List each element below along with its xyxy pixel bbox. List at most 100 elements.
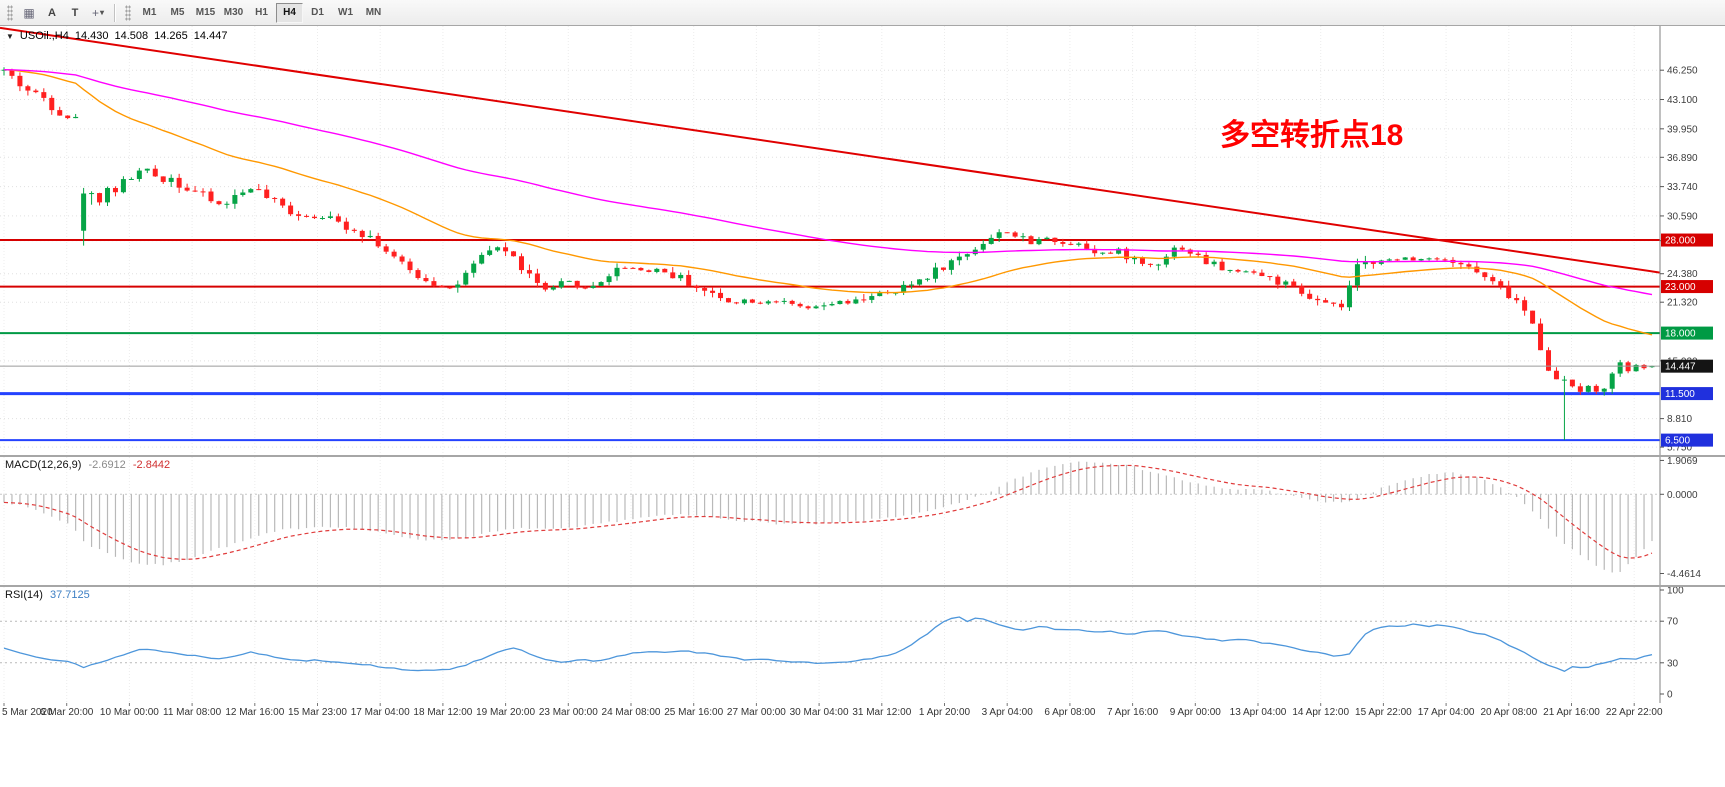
svg-text:21.320: 21.320 (1667, 298, 1698, 309)
svg-text:9 Apr 00:00: 9 Apr 00:00 (1170, 707, 1222, 718)
price-scale[interactable]: 46.25043.10039.95036.89033.74030.59027.9… (1659, 26, 1713, 455)
svg-text:20 Apr 08:00: 20 Apr 08:00 (1480, 707, 1537, 718)
vertical-grid (3, 457, 1635, 585)
svg-text:6 Mar 20:00: 6 Mar 20:00 (40, 707, 94, 718)
svg-text:22 Apr 22:00: 22 Apr 22:00 (1606, 707, 1663, 718)
svg-text:18.000: 18.000 (1665, 329, 1696, 340)
rsi-scale[interactable]: 100 70 30 0 (1659, 587, 1684, 703)
timeframe-m30[interactable]: M30 (220, 3, 247, 23)
svg-text:27 Mar 00:00: 27 Mar 00:00 (727, 707, 786, 718)
rsi-level-lines (0, 620, 1660, 664)
candlestick-chart[interactable]: 46.25043.10039.95036.89033.74030.59027.9… (0, 26, 1725, 455)
macd-signal-value: -2.8442 (132, 459, 171, 471)
trend-line[interactable] (0, 26, 1661, 274)
svg-text:11.500: 11.500 (1665, 389, 1695, 400)
vertical-grid (3, 587, 1635, 703)
ma-fast-line (3, 69, 1653, 336)
svg-text:70: 70 (1667, 617, 1679, 628)
svg-text:23 Mar 00:00: 23 Mar 00:00 (539, 707, 598, 718)
svg-text:28.000: 28.000 (1665, 236, 1696, 247)
insert-arrow-button[interactable]: A (41, 3, 63, 23)
horizontal-level-lines[interactable] (0, 239, 1660, 442)
timeframe-m15[interactable]: M15 (192, 3, 219, 23)
chevron-down-icon: ▾ (100, 8, 105, 17)
svg-text:25 Mar 16:00: 25 Mar 16:00 (664, 707, 723, 718)
macd-histogram (3, 461, 1653, 573)
timeframe-d1[interactable]: D1 (304, 3, 331, 23)
svg-text:13 Apr 04:00: 13 Apr 04:00 (1230, 707, 1287, 718)
svg-text:1 Apr 20:00: 1 Apr 20:00 (919, 707, 971, 718)
insert-text-button[interactable]: T (64, 3, 86, 23)
timeframe-w1[interactable]: W1 (332, 3, 359, 23)
time-axis[interactable]: 5 Mar 2020 6 Mar 20:00 10 Mar 00:00 11 Mar … (0, 703, 1725, 719)
macd-main-value: -2.6912 (88, 459, 126, 471)
crosshair-button[interactable]: + ▾ (87, 3, 109, 23)
svg-text:18 Mar 12:00: 18 Mar 12:00 (413, 707, 472, 718)
macd-name: MACD(12,26,9) (5, 459, 82, 471)
symbol-period: USOil.,H4 (19, 30, 69, 42)
chart-annotation[interactable]: 多空转折点18 (1220, 119, 1404, 152)
svg-text:30.590: 30.590 (1667, 211, 1698, 222)
timeframe-mn[interactable]: MN (360, 3, 387, 23)
svg-text:19 Mar 20:00: 19 Mar 20:00 (476, 707, 535, 718)
toolbar-separator (114, 3, 116, 22)
svg-text:23.000: 23.000 (1665, 282, 1696, 293)
macd-panel[interactable]: 1.9069 0.0000 -4.4614 MACD(12,26,9) -2.691… (0, 457, 1725, 585)
timeframe-h4[interactable]: H4 (276, 2, 303, 23)
ma-slow-line (3, 69, 1653, 296)
timeframe-m1[interactable]: M1 (136, 3, 163, 23)
svg-text:46.250: 46.250 (1667, 66, 1698, 77)
svg-text:7 Apr 16:00: 7 Apr 16:00 (1107, 707, 1159, 718)
empty-area (0, 719, 1725, 787)
svg-text:15 Mar 23:00: 15 Mar 23:00 (288, 707, 347, 718)
svg-text:1.9069: 1.9069 (1667, 457, 1698, 467)
svg-text:17 Mar 04:00: 17 Mar 04:00 (351, 707, 410, 718)
grid-icon: ▦ (23, 5, 35, 20)
svg-text:33.740: 33.740 (1667, 182, 1698, 193)
svg-text:14.447: 14.447 (1665, 362, 1696, 373)
timeframe-h1[interactable]: H1 (248, 3, 275, 23)
rsi-line (3, 616, 1653, 672)
svg-text:14 Apr 12:00: 14 Apr 12:00 (1292, 707, 1349, 718)
svg-text:31 Mar 12:00: 31 Mar 12:00 (852, 707, 911, 718)
rsi-value: 37.7125 (49, 589, 90, 601)
toolbar: ▦ A T + ▾ M1 M5 M15 M30 H1 H4 D1 W1 MN (0, 0, 1725, 26)
tick-chart-button[interactable]: ▦ (18, 3, 40, 23)
rsi-chart[interactable]: 100 70 30 0 (0, 587, 1725, 703)
svg-text:12 Mar 16:00: 12 Mar 16:00 (225, 707, 284, 718)
svg-text:30 Mar 04:00: 30 Mar 04:00 (790, 707, 849, 718)
svg-text:15 Apr 22:00: 15 Apr 22:00 (1355, 707, 1412, 718)
ohlc-close: 14.447 (193, 30, 228, 42)
svg-text:21 Apr 16:00: 21 Apr 16:00 (1543, 707, 1600, 718)
rsi-name: RSI(14) (5, 589, 43, 601)
rsi-panel[interactable]: 100 70 30 0 RSI(14) 37.7125 (0, 587, 1725, 703)
svg-text:5 Mar 2020: 5 Mar 2020 (2, 707, 53, 718)
macd-signal-line (3, 464, 1653, 560)
main-chart-panel[interactable]: 46.25043.10039.95036.89033.74030.59027.9… (0, 26, 1725, 455)
svg-text:-4.4614: -4.4614 (1667, 569, 1701, 580)
timeframe-m5[interactable]: M5 (164, 3, 191, 23)
candlesticks (1, 67, 1655, 441)
svg-text:43.100: 43.100 (1667, 95, 1698, 106)
ohlc-high: 14.508 (114, 30, 149, 42)
rsi-label: RSI(14) 37.7125 (5, 589, 94, 601)
toolbar-drag-handle[interactable] (125, 4, 131, 21)
svg-text:17 Apr 04:00: 17 Apr 04:00 (1418, 707, 1475, 718)
svg-text:0.0000: 0.0000 (1667, 490, 1698, 501)
macd-chart[interactable]: 1.9069 0.0000 -4.4614 (0, 457, 1725, 585)
ohlc-low: 14.265 (154, 30, 188, 42)
macd-label: MACD(12,26,9) -2.6912 -2.8442 (5, 459, 174, 471)
panel-divider[interactable] (0, 455, 1725, 457)
macd-scale[interactable]: 1.9069 0.0000 -4.4614 (1659, 457, 1701, 585)
svg-text:3 Apr 04:00: 3 Apr 04:00 (982, 707, 1034, 718)
crosshair-icon: + (91, 5, 99, 20)
toolbar-drag-handle[interactable] (7, 4, 13, 21)
svg-text:8.810: 8.810 (1667, 414, 1692, 425)
svg-text:24 Mar 08:00: 24 Mar 08:00 (602, 707, 661, 718)
ohlc-open: 14.430 (74, 30, 109, 42)
panel-divider[interactable] (0, 585, 1725, 587)
chart-dropdown-icon[interactable]: ▼ (6, 31, 14, 41)
timeframe-group: M1 M5 M15 M30 H1 H4 D1 W1 MN (136, 2, 387, 23)
